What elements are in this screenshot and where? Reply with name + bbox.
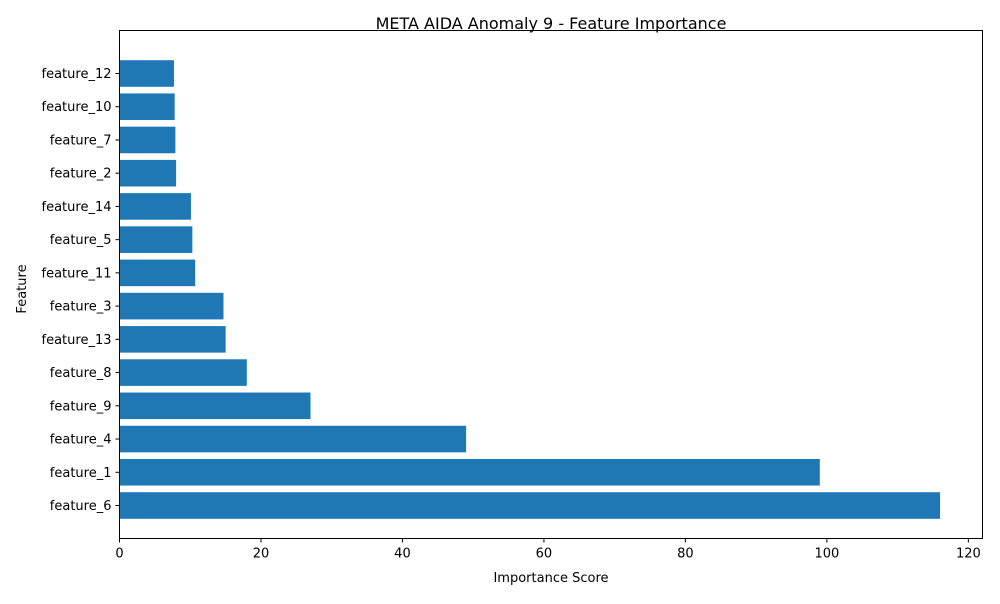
bar-feature_1 <box>119 458 820 486</box>
y-tick-label: feature_9 <box>50 399 112 414</box>
x-tick-label: 120 <box>956 547 981 562</box>
y-tick-label: feature_12 <box>42 67 112 82</box>
bar-feature_12 <box>119 60 174 87</box>
x-tick-label: 100 <box>814 547 839 562</box>
bar-feature_8 <box>119 359 247 386</box>
x-tick-label: 80 <box>677 547 694 562</box>
bar-feature_5 <box>119 226 193 253</box>
y-tick-label: feature_4 <box>50 433 112 448</box>
y-tick-label: feature_3 <box>50 300 112 315</box>
y-tick-label: feature_13 <box>42 333 112 348</box>
bar-feature_7 <box>119 126 176 154</box>
bar-feature_10 <box>119 93 175 121</box>
y-tick-label: feature_14 <box>42 200 112 215</box>
x-tick-label: 40 <box>394 547 411 562</box>
y-tick-label: feature_8 <box>50 366 112 381</box>
bar-feature_13 <box>119 326 226 353</box>
y-axis-label: Feature <box>15 264 30 313</box>
x-tick-label: 20 <box>253 547 270 562</box>
chart-title: META AIDA Anomaly 9 - Feature Importance <box>376 14 727 33</box>
y-tick-label: feature_11 <box>42 266 112 281</box>
x-axis-ticks: 0 20 40 60 80 100 120 <box>115 538 981 562</box>
x-tick-label: 0 <box>115 547 123 562</box>
y-tick-label: feature_5 <box>50 233 112 248</box>
y-tick-label: feature_10 <box>42 100 112 115</box>
bar-feature_3 <box>119 292 224 320</box>
bar-feature_6 <box>119 492 941 519</box>
bar-feature_4 <box>119 425 467 453</box>
plot-frame <box>119 30 983 539</box>
bar-feature_2 <box>119 159 177 187</box>
bar-feature_9 <box>119 392 311 420</box>
y-tick-label: feature_2 <box>50 167 112 182</box>
y-tick-label: feature_7 <box>50 133 112 148</box>
x-axis-label: Importance Score <box>493 571 608 586</box>
x-tick-label: 60 <box>536 547 553 562</box>
y-tick-label: feature_6 <box>50 499 112 514</box>
y-tick-label: feature_1 <box>50 466 112 481</box>
bar-feature_14 <box>119 193 191 220</box>
bars-group <box>119 60 941 519</box>
bar-feature_11 <box>119 259 196 287</box>
y-axis-ticks: feature_6 feature_1 feature_4 feature_9 feat… <box>42 67 120 514</box>
